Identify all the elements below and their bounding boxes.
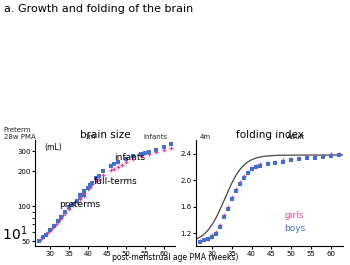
Text: girls: girls [284, 211, 303, 220]
Text: a. Growth and folding of the brain: a. Growth and folding of the brain [4, 4, 193, 14]
Text: 4m: 4m [199, 134, 211, 140]
Text: Adult: Adult [287, 134, 305, 140]
Text: 1m: 1m [84, 134, 95, 140]
Text: Preterm
28w PMA: Preterm 28w PMA [4, 127, 35, 140]
Text: preterms: preterms [60, 200, 101, 209]
Title: folding index: folding index [236, 130, 303, 140]
Text: post-menstrual age PMA (weeks): post-menstrual age PMA (weeks) [112, 253, 238, 262]
Text: infants: infants [114, 153, 146, 162]
Text: full-terms: full-terms [94, 177, 138, 186]
Title: brain size: brain size [80, 130, 130, 140]
Text: (mL): (mL) [45, 143, 62, 152]
Text: Infants: Infants [144, 134, 168, 140]
Text: boys: boys [284, 224, 306, 233]
